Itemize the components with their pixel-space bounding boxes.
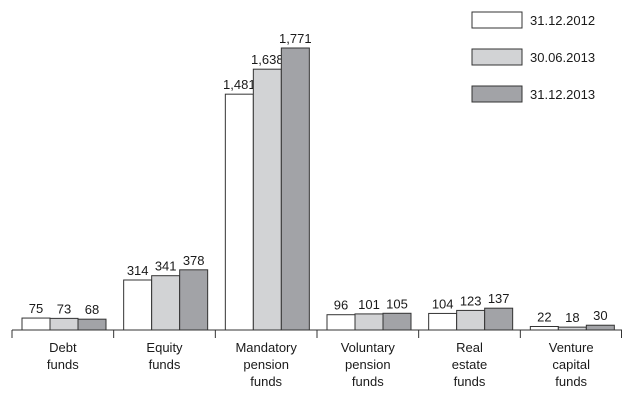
value-label: 18 [565,310,579,325]
bar [49,317,79,331]
value-label: 1,771 [279,31,312,46]
bar [123,279,153,331]
value-label: 75 [29,301,43,316]
value-label: 30 [593,308,607,323]
legend-swatch [471,11,523,29]
bar [354,313,384,331]
bar [21,317,51,331]
legend-swatch [471,85,523,103]
legend-label: 31.12.2012 [530,13,595,28]
bar [280,47,310,331]
value-label: 104 [432,296,454,311]
value-label: 378 [183,253,205,268]
value-label: 314 [127,263,149,278]
value-label: 68 [85,302,99,317]
bar [529,325,559,331]
legend-label: 31.12.2013 [530,87,595,102]
legend-swatch [471,48,523,66]
legend-label: 30.06.2013 [530,50,595,65]
x-tick-label: Voluntary pension funds [341,340,396,389]
bar [326,314,356,331]
value-label: 1,638 [251,52,284,67]
value-label: 137 [488,291,510,306]
bar [428,312,458,331]
value-label: 22 [537,309,551,324]
value-label: 101 [358,297,380,312]
bar [151,275,181,331]
value-label: 123 [460,293,482,308]
bar [382,312,412,331]
bar [77,318,107,331]
bar [224,93,254,331]
bar [252,68,282,331]
x-tick-label: Debt funds [47,340,79,372]
value-label: 1,481 [223,77,256,92]
bar [179,269,209,331]
value-label: 96 [334,298,348,313]
value-label: 73 [57,301,71,316]
value-label: 341 [155,259,177,274]
bar [585,324,615,331]
bar [456,309,486,331]
value-label: 105 [386,296,408,311]
x-tick-label: Venture capital funds [549,340,594,389]
bar [484,307,514,331]
x-tick-label: Equity funds [146,340,183,372]
x-tick-label: Mandatory pension funds [235,340,297,389]
x-tick-label: Real estate funds [452,340,487,389]
